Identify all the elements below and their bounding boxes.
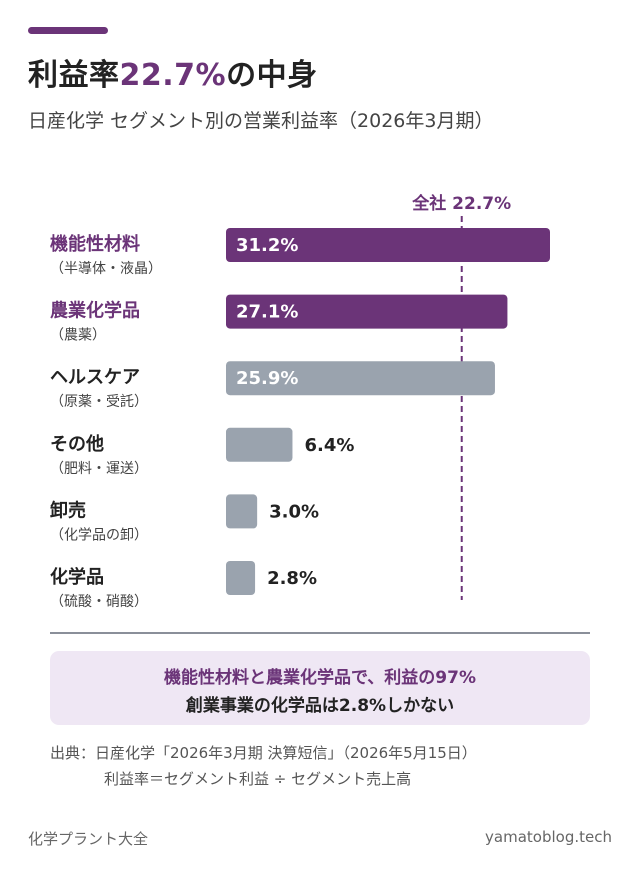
category-label: 農業化学品 [50, 300, 140, 322]
data-label: 25.9% [236, 368, 298, 389]
bar [226, 494, 258, 529]
category-label: その他 [50, 433, 104, 455]
category-label: 機能性材料 [50, 233, 140, 255]
data-label: 3.0% [269, 501, 319, 522]
category-note: （農薬） [50, 328, 106, 344]
bar [226, 361, 495, 396]
callout-box: 機能性材料と農業化学品で、利益の97% 創業事業の化学品は2.8%しかない [50, 651, 590, 725]
category-note: （半導体・液晶） [50, 261, 162, 277]
data-label: 2.8% [267, 568, 317, 589]
title-highlight: 22.7% [119, 58, 227, 93]
bar [226, 294, 508, 329]
chart-subtitle: 日産化学 セグメント別の営業利益率（2026年3月期） [28, 110, 494, 132]
title-post: の中身 [226, 58, 318, 93]
bar [226, 561, 256, 595]
page-title: 利益率22.7%の中身 [28, 50, 318, 94]
data-label: 27.1% [236, 302, 298, 323]
category-label: 卸売 [50, 499, 86, 521]
source-line-1: 出典：日産化学「2026年3月期 決算短信」（2026年5月15日） [50, 744, 477, 762]
callout-line-2: 創業事業の化学品は2.8%しかない [185, 696, 455, 716]
category-label: 化学品 [50, 566, 104, 588]
category-note: （原薬・受託） [50, 394, 148, 410]
title-pre: 利益率 [28, 58, 120, 93]
footer-brand: 化学プラント大全 [28, 830, 149, 848]
footer-url: yamatoblog.tech [485, 828, 612, 846]
segment-margin-chart: 全社 22.7% 31.2% 機能性材料 （半導体・液晶） 27.1% 農業化学品 （農薬）… [50, 193, 550, 610]
source-line-2: 利益率＝セグメント利益 ÷ セグメント売上高 [104, 770, 412, 788]
bar [226, 427, 293, 462]
data-label: 31.2% [236, 235, 298, 256]
category-label: ヘルスケア [50, 367, 140, 388]
category-note: （化学品の卸） [50, 527, 148, 543]
accent-bar [28, 27, 108, 34]
source-note: 出典：日産化学「2026年3月期 決算短信」（2026年5月15日） 利益率＝セ… [50, 740, 477, 792]
divider [50, 632, 590, 634]
category-note: （肥料・運送） [50, 461, 148, 477]
category-note: （硫酸・硝酸） [50, 594, 148, 610]
bar [226, 228, 550, 262]
reference-line-label: 全社 22.7% [411, 193, 511, 214]
callout-line-1: 機能性材料と農業化学品で、利益の97% [163, 668, 476, 688]
data-label: 6.4% [304, 435, 354, 456]
